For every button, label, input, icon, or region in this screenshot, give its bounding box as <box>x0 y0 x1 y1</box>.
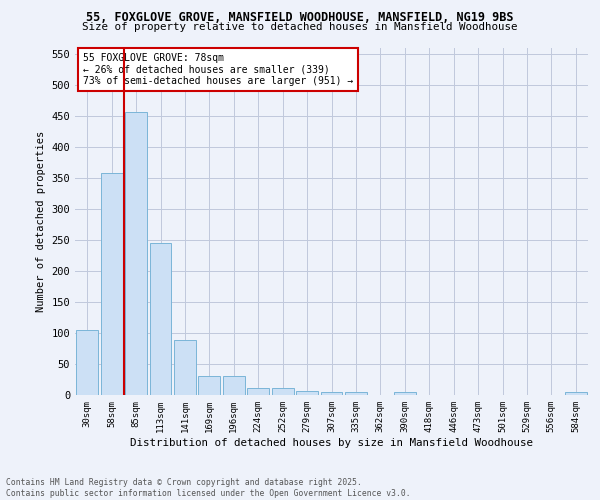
Text: Contains HM Land Registry data © Crown copyright and database right 2025.
Contai: Contains HM Land Registry data © Crown c… <box>6 478 410 498</box>
Bar <box>565 392 587 395</box>
Text: 55 FOXGLOVE GROVE: 78sqm
← 26% of detached houses are smaller (339)
73% of semi-: 55 FOXGLOVE GROVE: 78sqm ← 26% of detach… <box>83 52 353 86</box>
X-axis label: Distribution of detached houses by size in Mansfield Woodhouse: Distribution of detached houses by size … <box>130 438 533 448</box>
Bar <box>223 376 245 395</box>
Bar <box>174 340 196 395</box>
Text: 55, FOXGLOVE GROVE, MANSFIELD WOODHOUSE, MANSFIELD, NG19 9BS: 55, FOXGLOVE GROVE, MANSFIELD WOODHOUSE,… <box>86 11 514 24</box>
Text: Size of property relative to detached houses in Mansfield Woodhouse: Size of property relative to detached ho… <box>82 22 518 32</box>
Bar <box>101 174 122 395</box>
Y-axis label: Number of detached properties: Number of detached properties <box>36 130 46 312</box>
Bar <box>272 388 293 395</box>
Bar <box>296 390 318 395</box>
Bar <box>125 112 147 395</box>
Bar <box>76 330 98 395</box>
Bar <box>149 243 172 395</box>
Bar <box>345 392 367 395</box>
Bar <box>199 376 220 395</box>
Bar <box>247 388 269 395</box>
Bar <box>394 392 416 395</box>
Bar <box>320 392 343 395</box>
